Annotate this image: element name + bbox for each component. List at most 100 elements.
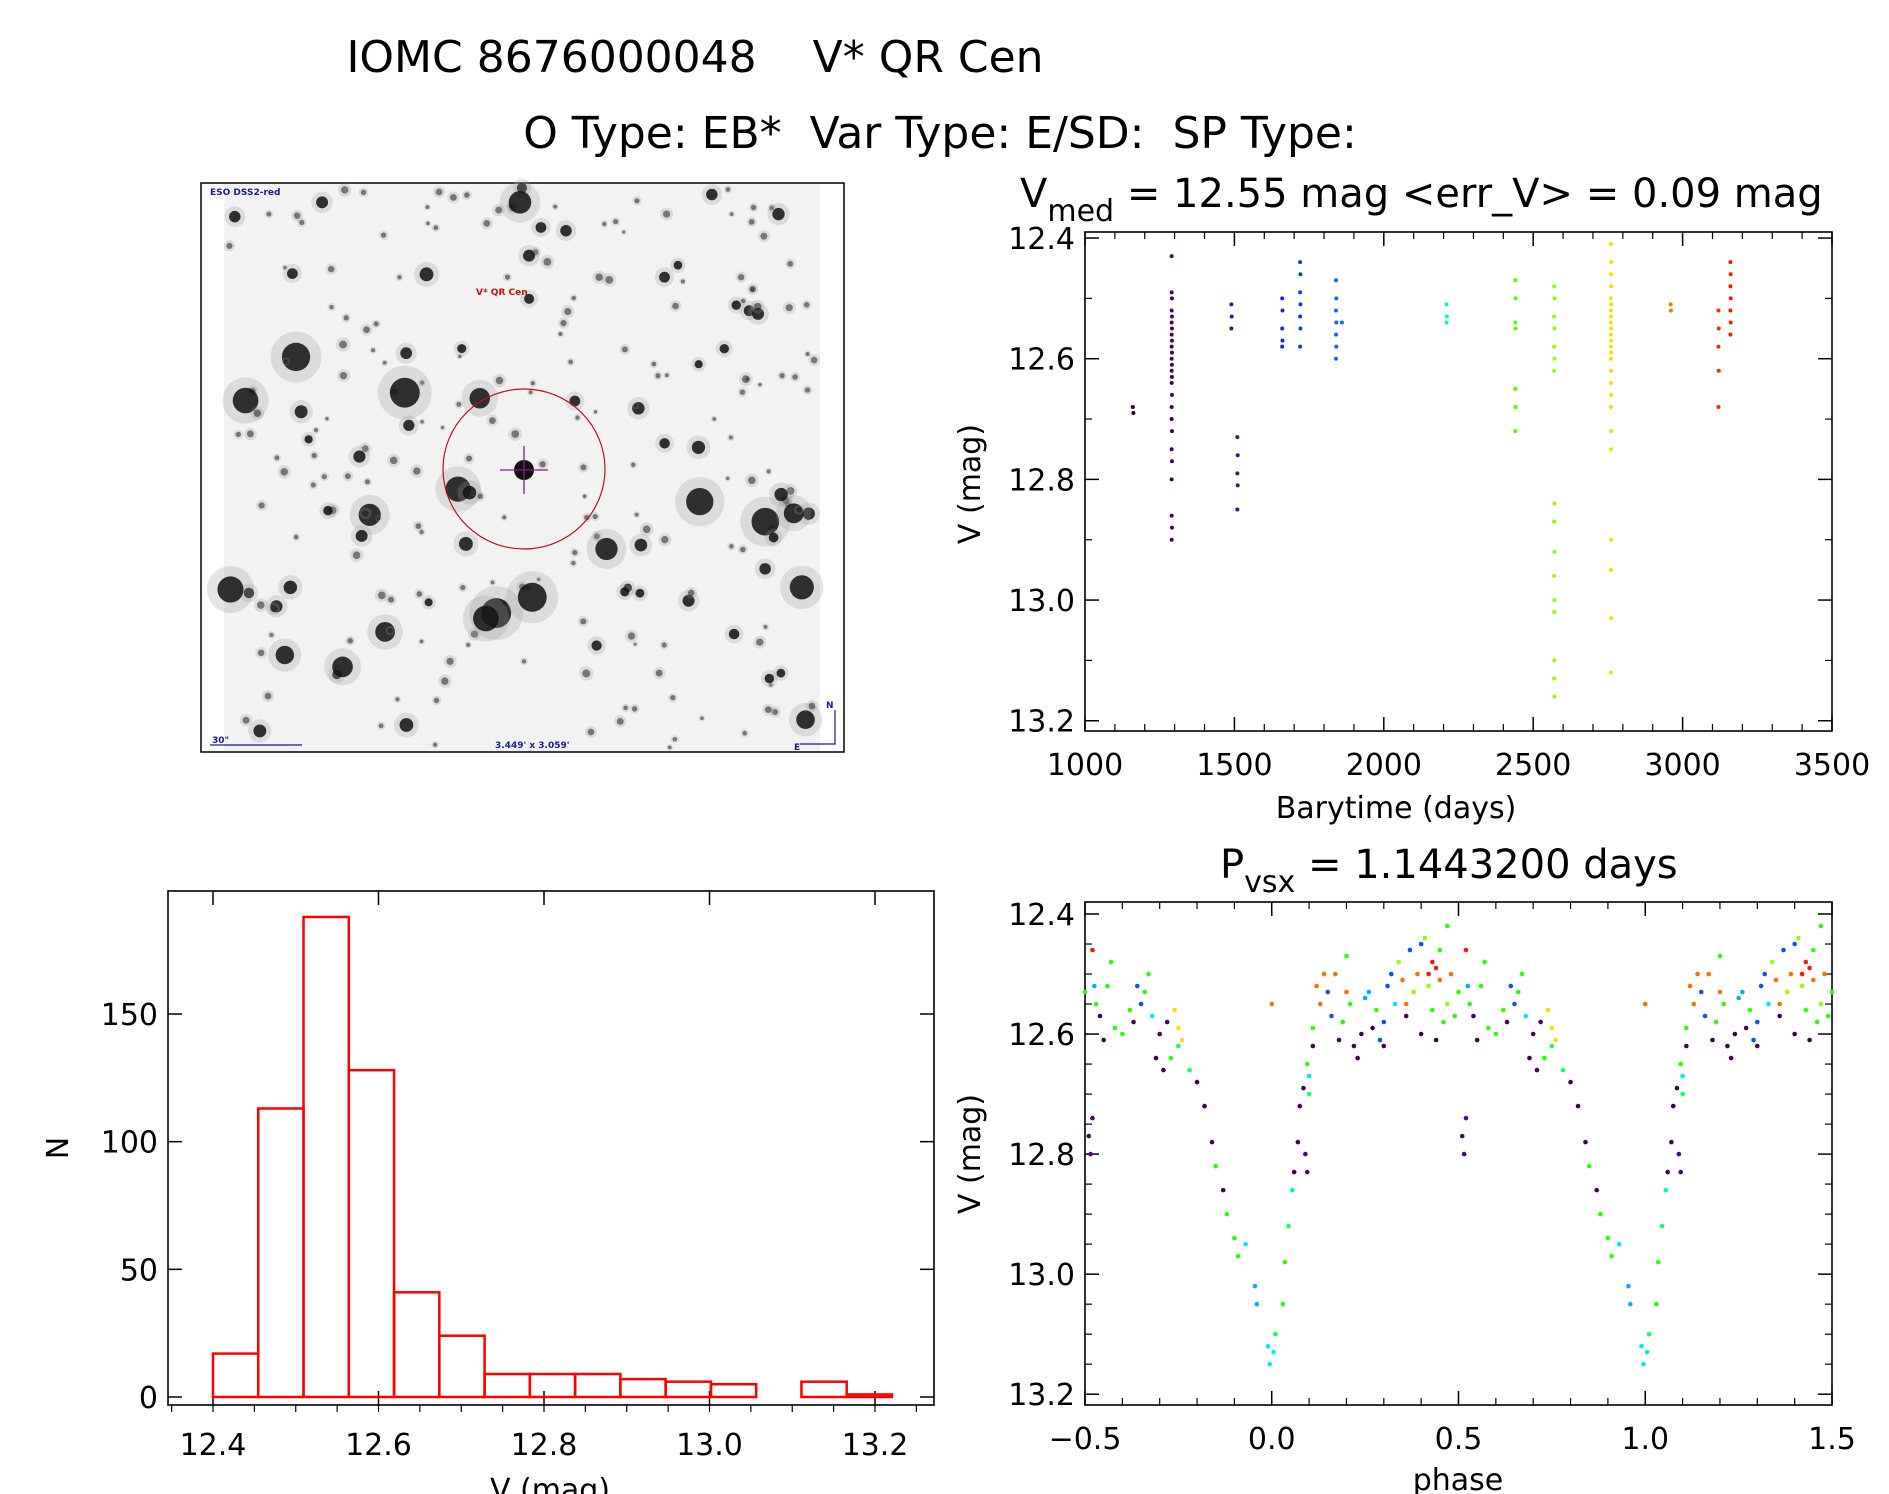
data-point xyxy=(1608,296,1613,301)
star xyxy=(631,706,638,712)
star xyxy=(235,431,241,437)
star xyxy=(810,356,818,364)
star xyxy=(489,417,496,424)
star xyxy=(752,307,765,320)
data-point xyxy=(1385,983,1390,989)
star xyxy=(558,331,563,336)
star xyxy=(433,697,440,704)
y-axis-label: V (mag) xyxy=(953,424,988,544)
data-point xyxy=(1552,356,1557,361)
star xyxy=(355,529,368,542)
star xyxy=(293,534,299,540)
data-point xyxy=(1130,404,1135,409)
data-point xyxy=(1788,971,1794,977)
star xyxy=(283,580,298,595)
data-point xyxy=(1235,435,1240,440)
star xyxy=(376,516,381,521)
data-point xyxy=(1702,1013,1708,1019)
star xyxy=(776,668,786,678)
star xyxy=(464,192,470,198)
star xyxy=(769,683,773,687)
star xyxy=(229,210,241,223)
x-tick-label: 1.5 xyxy=(1808,1422,1856,1457)
histogram-plot: V (mag) N 12.4 12.6 12.8 13.0 13.2 0 50 100 150 xyxy=(41,890,935,1494)
star xyxy=(257,649,265,657)
data-point xyxy=(1235,471,1240,476)
data-point xyxy=(1608,380,1613,385)
star xyxy=(425,205,430,210)
y-tick-label: 50 xyxy=(120,1253,158,1288)
star xyxy=(316,196,329,209)
data-point xyxy=(1306,1073,1312,1079)
star xyxy=(605,275,614,284)
data-point xyxy=(1656,1259,1661,1265)
data-point xyxy=(1325,989,1331,995)
data-point xyxy=(1142,989,1148,995)
data-point xyxy=(1169,308,1174,313)
star xyxy=(347,637,354,644)
star xyxy=(691,440,706,454)
star xyxy=(363,326,370,334)
star xyxy=(457,344,467,354)
star xyxy=(413,467,421,475)
data-point xyxy=(1512,1001,1517,1007)
data-point xyxy=(1755,1019,1760,1025)
star xyxy=(560,320,567,327)
star xyxy=(747,476,756,485)
data-point xyxy=(1407,947,1413,953)
data-point xyxy=(1552,694,1557,699)
star xyxy=(591,640,602,651)
star xyxy=(299,219,305,226)
star xyxy=(543,257,552,266)
star xyxy=(580,464,587,471)
data-point xyxy=(1608,320,1613,325)
star xyxy=(786,487,795,495)
data-point xyxy=(1157,1031,1162,1037)
x-tick-label: 12.6 xyxy=(345,1428,412,1463)
data-point xyxy=(1825,1013,1831,1019)
star xyxy=(582,669,591,678)
data-point xyxy=(1792,941,1797,947)
star xyxy=(796,506,802,513)
data-point xyxy=(1691,1001,1697,1007)
title-sub: vsx xyxy=(1244,865,1295,900)
data-point xyxy=(1194,1079,1200,1085)
data-point xyxy=(1452,1013,1458,1019)
data-point xyxy=(1243,1241,1248,1247)
data-point xyxy=(1169,459,1174,464)
data-point xyxy=(1333,308,1338,313)
star xyxy=(293,212,301,219)
star xyxy=(768,532,779,543)
data-point xyxy=(1513,326,1518,331)
data-point xyxy=(1608,242,1613,247)
star xyxy=(759,563,771,575)
data-point xyxy=(1538,1019,1543,1025)
data-point xyxy=(1716,326,1721,331)
data-point xyxy=(1169,314,1174,319)
star xyxy=(415,523,422,529)
y-axis-label: N xyxy=(41,1137,76,1159)
star xyxy=(741,298,746,303)
data-point xyxy=(1403,1001,1409,1007)
star xyxy=(343,315,349,321)
star xyxy=(751,507,780,536)
data-point xyxy=(1608,344,1613,349)
star xyxy=(635,588,645,598)
star xyxy=(805,351,810,356)
star xyxy=(502,515,507,520)
star xyxy=(270,605,278,613)
star xyxy=(344,473,351,480)
star xyxy=(435,188,443,196)
data-point xyxy=(1474,1037,1480,1043)
data-point xyxy=(1392,1001,1398,1007)
data-point xyxy=(1695,971,1700,977)
title-rest: = 12.55 mag <err_V> = 0.09 mag xyxy=(1114,171,1823,217)
data-point xyxy=(1318,1001,1323,1007)
data-point xyxy=(1265,1343,1271,1349)
star xyxy=(275,645,295,665)
star xyxy=(729,212,734,216)
data-point xyxy=(1608,272,1613,277)
star xyxy=(667,745,672,750)
star xyxy=(670,695,676,701)
star xyxy=(458,536,473,551)
